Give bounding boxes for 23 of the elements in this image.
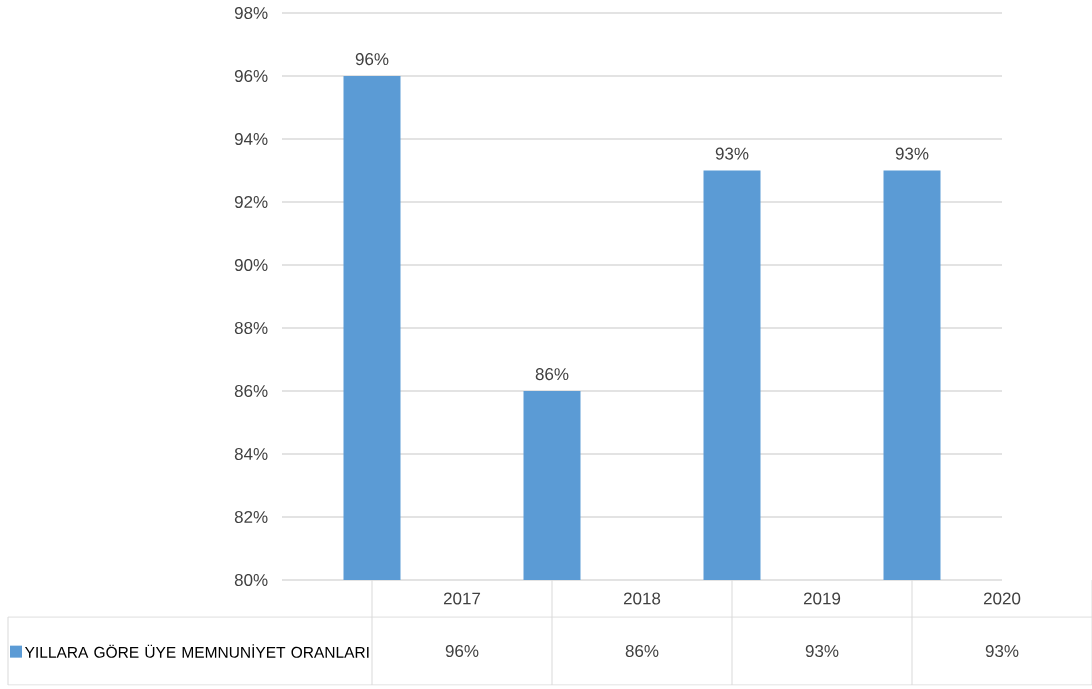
y-tick-label: 86% bbox=[234, 384, 268, 398]
y-tick-label: 88% bbox=[234, 321, 268, 335]
text: 86% bbox=[535, 368, 569, 381]
y-tick-label: 92% bbox=[234, 195, 268, 209]
x-tick-label: 2017 bbox=[443, 592, 481, 605]
y-tick-label: 80% bbox=[234, 573, 268, 587]
y-tick-label: 96% bbox=[234, 69, 268, 83]
y-tick-label: 94% bbox=[234, 132, 268, 146]
text: 96% bbox=[355, 53, 389, 66]
text: 93% bbox=[895, 147, 929, 160]
y-tick-label: 98% bbox=[234, 6, 268, 20]
x-tick-label: 2018 bbox=[623, 592, 661, 605]
data-label: 96% bbox=[445, 644, 479, 658]
y-tick-label: 84% bbox=[234, 447, 268, 461]
x-tick-label: 2020 bbox=[983, 592, 1021, 605]
data-label: 93% bbox=[985, 644, 1019, 658]
legend-label: YILLARA GÖRE ÜYE MEMNUNİYET ORANLARI bbox=[24, 644, 369, 658]
data-label: 86% bbox=[625, 644, 659, 658]
y-tick-label: 90% bbox=[234, 258, 268, 272]
data-label: 93% bbox=[805, 644, 839, 658]
text: 93% bbox=[715, 147, 749, 160]
x-tick-label: 2019 bbox=[803, 592, 841, 605]
y-tick-label: 82% bbox=[234, 510, 268, 524]
